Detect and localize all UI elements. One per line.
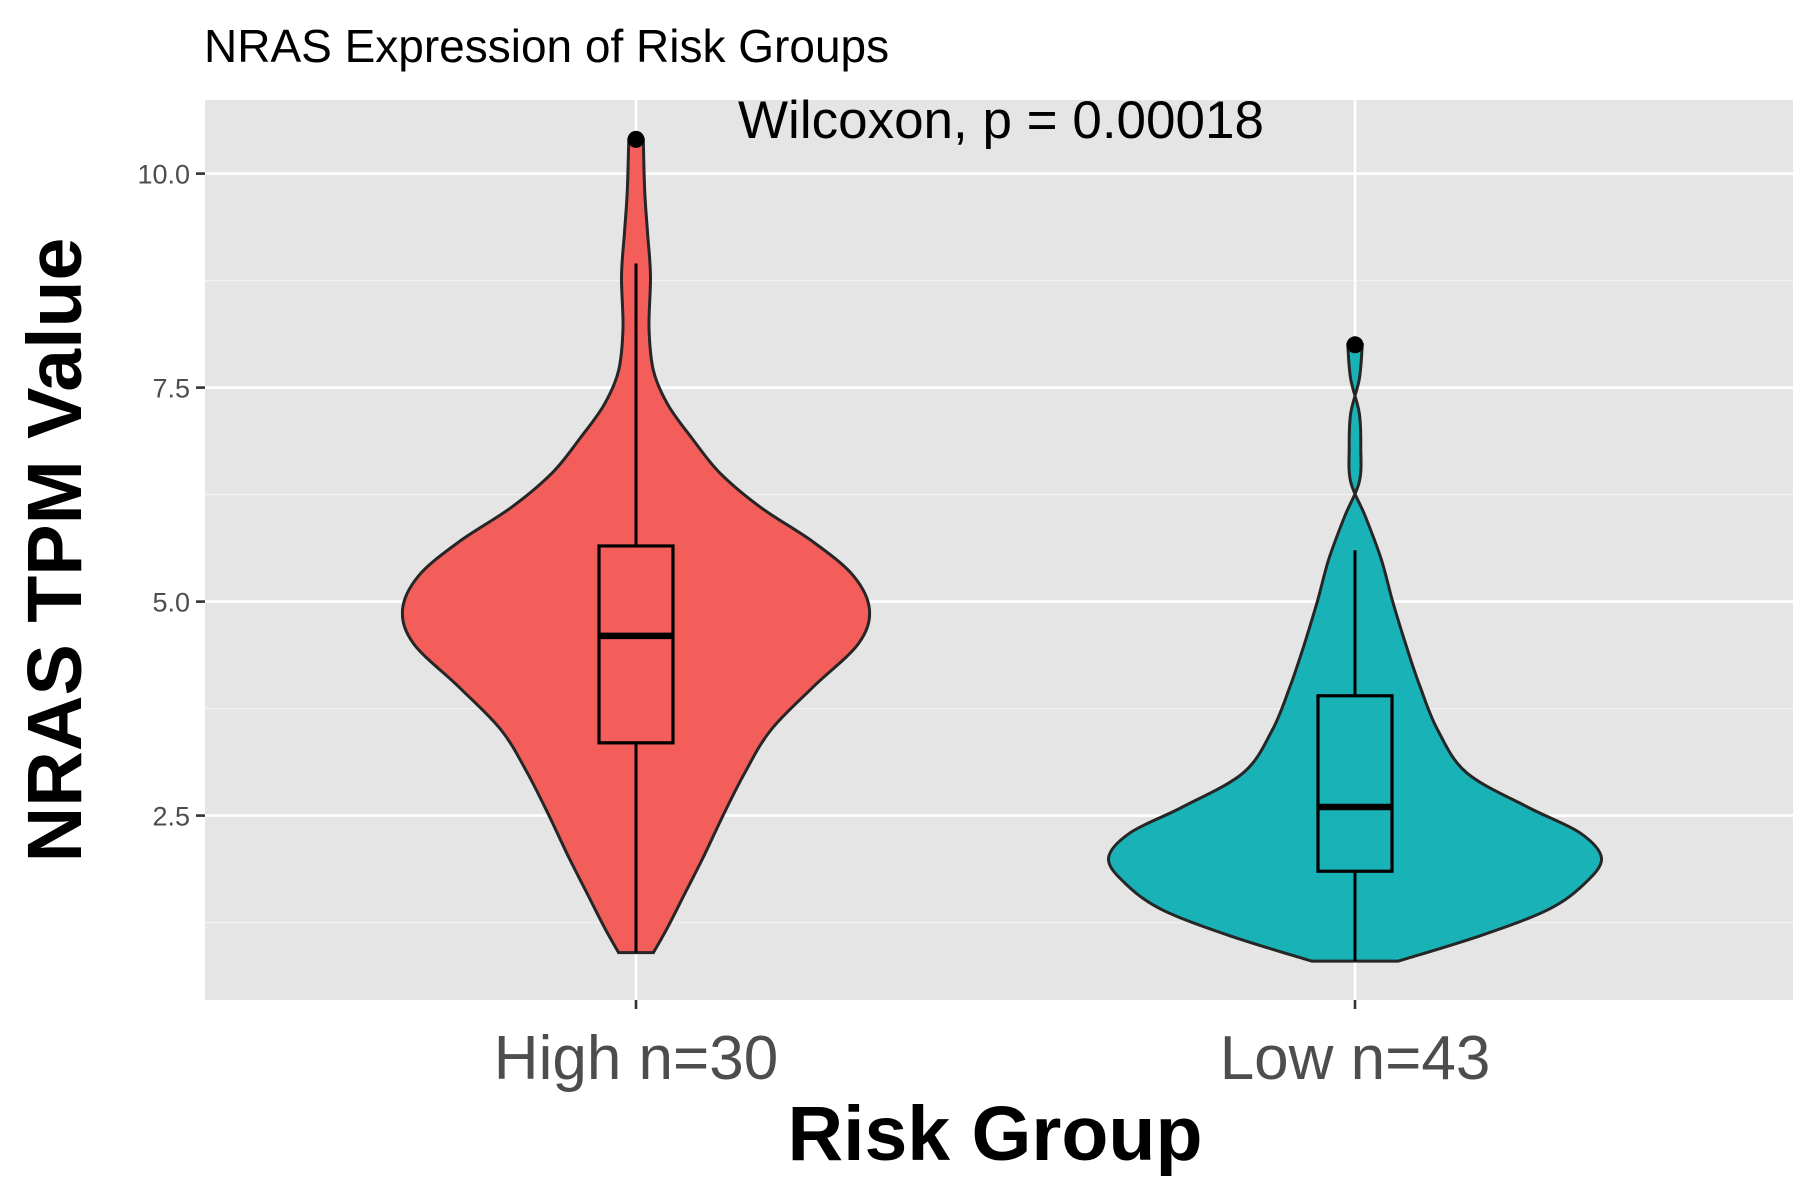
- x-axis: High n=30 Low n=43: [494, 1000, 1491, 1093]
- boxplots: [597, 263, 1394, 962]
- chart-title: NRAS Expression of Risk Groups: [204, 20, 889, 72]
- box-iqr: [597, 544, 675, 745]
- y-tick-label: 10.0: [137, 160, 190, 190]
- x-tick-label: Low n=43: [1220, 1024, 1491, 1093]
- y-tick-label: 5.0: [152, 588, 190, 618]
- wilcoxon-annotation: Wilcoxon, p = 0.00018: [738, 91, 1264, 150]
- outlier-points: [627, 130, 1364, 354]
- x-tick-label: High n=30: [494, 1024, 778, 1093]
- minor-gridlines: [205, 279, 1793, 924]
- outlier-point: [1346, 336, 1364, 354]
- outlier-point: [627, 130, 645, 148]
- box-iqr: [1316, 694, 1394, 873]
- y-axis-title: NRAS TPM Value: [12, 238, 98, 863]
- x-axis-title: Risk Group: [787, 1091, 1202, 1177]
- y-tick-label: 2.5: [152, 802, 190, 832]
- y-axis: 2.5 5.0 7.5 10.0: [137, 160, 205, 832]
- y-tick-label: 7.5: [152, 374, 190, 404]
